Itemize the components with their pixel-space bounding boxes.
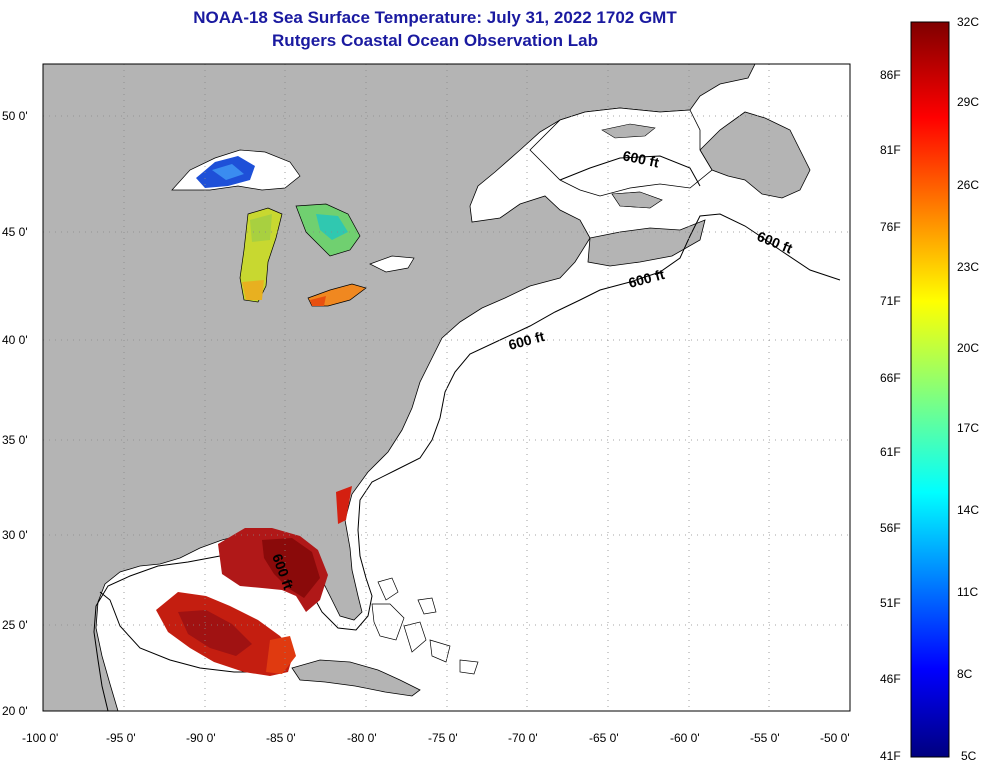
land-anticosti-2 xyxy=(601,123,656,139)
bahamas-shoals xyxy=(371,577,479,675)
depth-contour-gulf-stlawrence xyxy=(559,155,701,187)
lat-tick-45: 45 0' xyxy=(2,225,28,239)
lat-axis: 50 0' 45 0' 40 0' 35 0' 30 0' 25 0' 20 0… xyxy=(2,109,28,718)
lake-erie-west xyxy=(310,296,326,306)
lat-tick-35: 35 0' xyxy=(2,433,28,447)
cb-c-26: 26C xyxy=(957,178,979,192)
lon-tick--75: -75 0' xyxy=(428,731,458,745)
colorbar xyxy=(910,21,950,758)
lake-ontario xyxy=(369,255,415,273)
lake-huron-sst xyxy=(316,214,348,240)
cb-c-17: 17C xyxy=(957,421,979,435)
cb-f-51: 51F xyxy=(880,596,901,610)
cb-f-71: 71F xyxy=(880,294,901,308)
cb-c-5: 5C xyxy=(961,749,977,763)
cb-c-11: 11C xyxy=(957,585,978,599)
lat-tick-25: 25 0' xyxy=(2,618,28,632)
lon-tick--90: -90 0' xyxy=(186,731,216,745)
colorbar-fahrenheit-labels: 86F 81F 76F 71F 66F 61F 56F 51F 46F 41F xyxy=(880,68,901,763)
lon-tick--50: -50 0' xyxy=(820,731,850,745)
land-north-america xyxy=(42,63,756,712)
map-title: NOAA-18 Sea Surface Temperature: July 31… xyxy=(193,8,677,27)
lon-tick--80: -80 0' xyxy=(347,731,377,745)
cb-f-46: 46F xyxy=(880,672,901,686)
cb-c-23: 23C xyxy=(957,260,979,274)
map-border xyxy=(42,63,851,712)
gridlines xyxy=(43,64,850,711)
map-subtitle: Rutgers Coastal Ocean Observation Lab xyxy=(272,31,598,50)
cb-f-56: 56F xyxy=(880,521,901,535)
lake-superior-sst-2 xyxy=(212,164,244,180)
gulf-sst-patch xyxy=(156,486,352,676)
contour-label-1: 600 ft xyxy=(621,147,660,170)
land-pei-2 xyxy=(611,191,663,209)
land-cuba xyxy=(291,659,421,697)
lake-michigan xyxy=(239,207,283,303)
cb-f-41: 41F xyxy=(880,749,901,763)
lat-tick-40: 40 0' xyxy=(2,333,28,347)
colorbar-celsius-labels: 32C 29C 26C 23C 20C 17C 14C 11C 8C 5C xyxy=(957,15,979,763)
cb-f-61: 61F xyxy=(880,445,901,459)
lon-tick--60: -60 0' xyxy=(670,731,700,745)
cb-f-66: 66F xyxy=(880,371,901,385)
lon-tick--100: -100 0' xyxy=(22,731,58,745)
cb-f-76: 76F xyxy=(880,220,901,234)
lon-tick--65: -65 0' xyxy=(589,731,619,745)
land-newfoundland xyxy=(699,111,811,199)
land-maritimes xyxy=(587,219,706,267)
lon-tick--85: -85 0' xyxy=(266,731,296,745)
lake-michigan-north xyxy=(250,214,272,242)
lat-tick-20: 20 0' xyxy=(2,704,28,718)
lon-axis: -100 0' -95 0' -90 0' -85 0' -80 0' -75 … xyxy=(22,731,850,745)
lake-michigan-south xyxy=(242,280,264,300)
cb-c-29: 29C xyxy=(957,95,979,109)
cb-c-32: 32C xyxy=(957,15,979,29)
cb-c-8: 8C xyxy=(957,667,973,681)
lon-tick--55: -55 0' xyxy=(750,731,780,745)
lon-tick--70: -70 0' xyxy=(508,731,538,745)
cb-c-20: 20C xyxy=(957,341,979,355)
lon-tick--95: -95 0' xyxy=(106,731,136,745)
cb-f-81: 81F xyxy=(880,143,901,157)
cb-f-86: 86F xyxy=(880,68,901,82)
lat-tick-30: 30 0' xyxy=(2,528,28,542)
depth-contour-600ft xyxy=(93,213,841,712)
lat-tick-50: 50 0' xyxy=(2,109,28,123)
cb-c-14: 14C xyxy=(957,503,979,517)
